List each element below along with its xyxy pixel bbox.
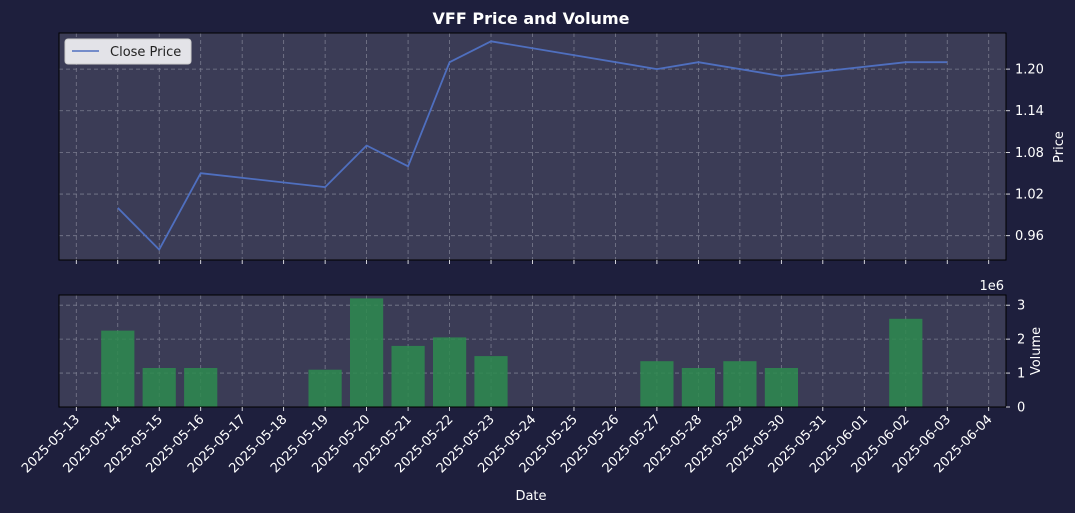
volume-bar (681, 368, 715, 407)
volume-y-tick-label: 0 (1017, 401, 1025, 416)
volume-x-ticks: 2025-05-132025-05-142025-05-152025-05-16… (19, 407, 996, 476)
price-y-axis-label: Price (1052, 131, 1067, 163)
x-axis-label: Date (515, 489, 546, 504)
volume-bar (474, 356, 508, 407)
volume-bar (142, 368, 176, 407)
volume-y-axis-label: Volume (1029, 327, 1044, 375)
price-y-tick-label: 1.14 (1015, 104, 1044, 119)
volume-bar (350, 298, 384, 407)
volume-bar (433, 337, 467, 407)
volume-bars (101, 298, 923, 407)
price-y-tick-label: 1.20 (1015, 63, 1044, 78)
price-y-tick-label: 1.08 (1015, 146, 1044, 161)
chart-title: VFF Price and Volume (433, 9, 630, 28)
volume-bar (640, 361, 674, 407)
volume-y-tick-label: 1 (1017, 367, 1025, 382)
volume-bar (308, 369, 342, 407)
legend-close-price-label: Close Price (110, 45, 181, 60)
volume-bar (184, 368, 218, 407)
legend-box (64, 38, 192, 65)
volume-bar (391, 345, 425, 407)
close-price-line (117, 40, 948, 251)
price-x-ticks (75, 260, 990, 264)
volume-bar (101, 330, 135, 407)
volume-bar (723, 361, 757, 407)
legend: Close Price (64, 38, 192, 65)
volume-y-tick-label: 3 (1017, 299, 1025, 314)
volume-scale-label: 1e6 (979, 279, 1004, 294)
volume-bar (889, 318, 923, 407)
price-y-tick-label: 0.96 (1015, 229, 1044, 244)
price-marks (117, 40, 948, 251)
price-y-tick-label: 1.02 (1015, 188, 1044, 203)
volume-y-tick-label: 2 (1017, 333, 1025, 348)
volume-bar (764, 368, 798, 407)
price-grid (59, 33, 1006, 260)
price-y-ticks: 0.96 1.02 1.08 1.14 1.20 (1006, 63, 1044, 244)
volume-y-ticks: 0 1 2 3 (1006, 299, 1025, 416)
